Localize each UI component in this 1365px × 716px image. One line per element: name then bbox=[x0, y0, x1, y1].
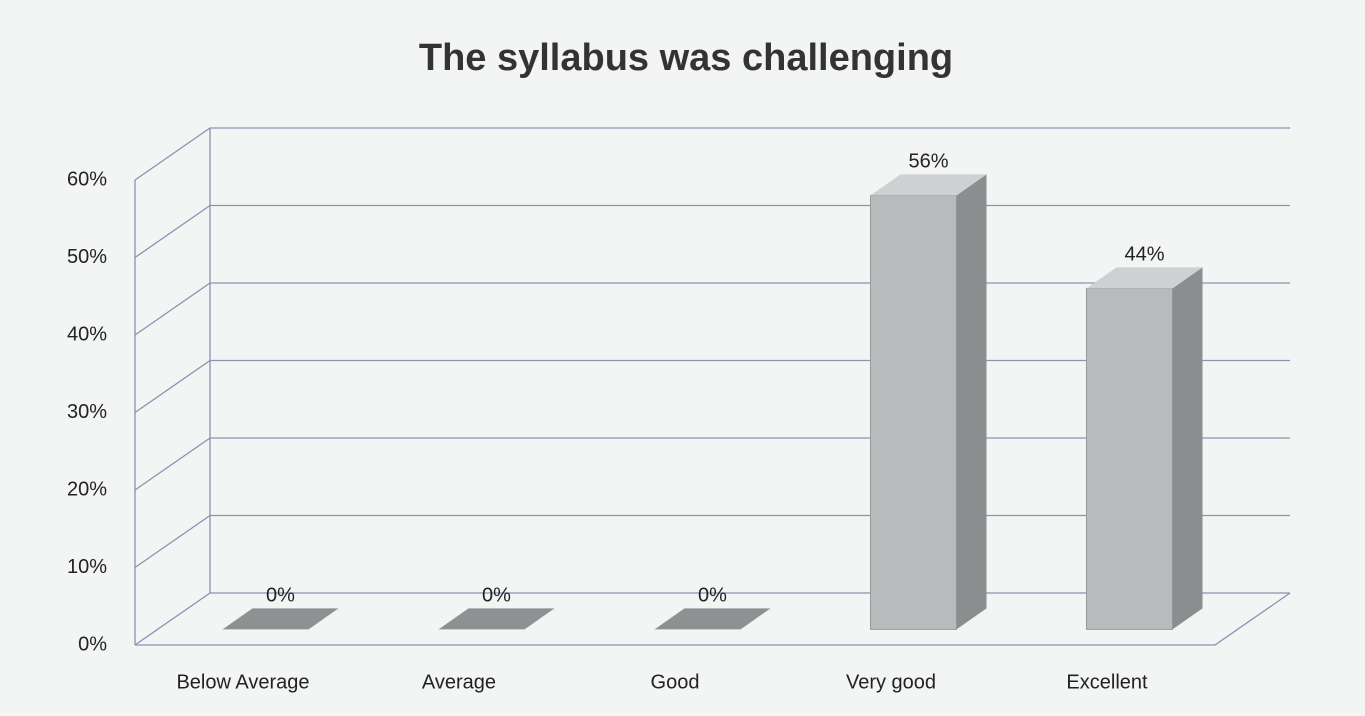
y-tick-label: 60% bbox=[67, 168, 107, 190]
bar-top bbox=[870, 174, 987, 196]
data-label: 0% bbox=[698, 585, 727, 607]
bar-top bbox=[1086, 267, 1203, 289]
data-label: 0% bbox=[266, 585, 295, 607]
y-tick-label: 50% bbox=[67, 246, 107, 268]
y-tick-label: 20% bbox=[67, 478, 107, 500]
chart-title: The syllabus was challenging bbox=[419, 37, 953, 79]
grid-line bbox=[134, 127, 1290, 181]
y-tick-label: 0% bbox=[78, 633, 107, 655]
x-tick-label: Good bbox=[651, 671, 700, 693]
bar-front bbox=[1086, 287, 1173, 630]
x-tick-label: Excellent bbox=[1066, 671, 1148, 693]
y-tick-label: 10% bbox=[67, 556, 107, 578]
data-label: 44% bbox=[1124, 244, 1164, 266]
x-tick-label: Very good bbox=[846, 671, 936, 693]
data-label: 56% bbox=[908, 151, 948, 173]
bar-top bbox=[222, 608, 339, 630]
y-tick-label: 40% bbox=[67, 323, 107, 345]
floor-edge bbox=[135, 592, 1291, 646]
bar-top bbox=[654, 608, 771, 630]
y-tick-label: 30% bbox=[67, 401, 107, 423]
bar-top bbox=[438, 608, 555, 630]
data-label: 0% bbox=[482, 585, 511, 607]
bar-side bbox=[1172, 267, 1203, 630]
bar-side bbox=[956, 174, 987, 630]
x-tick-label: Below Average bbox=[176, 671, 309, 693]
bar-front bbox=[870, 194, 957, 630]
x-tick-label: Average bbox=[422, 671, 496, 693]
